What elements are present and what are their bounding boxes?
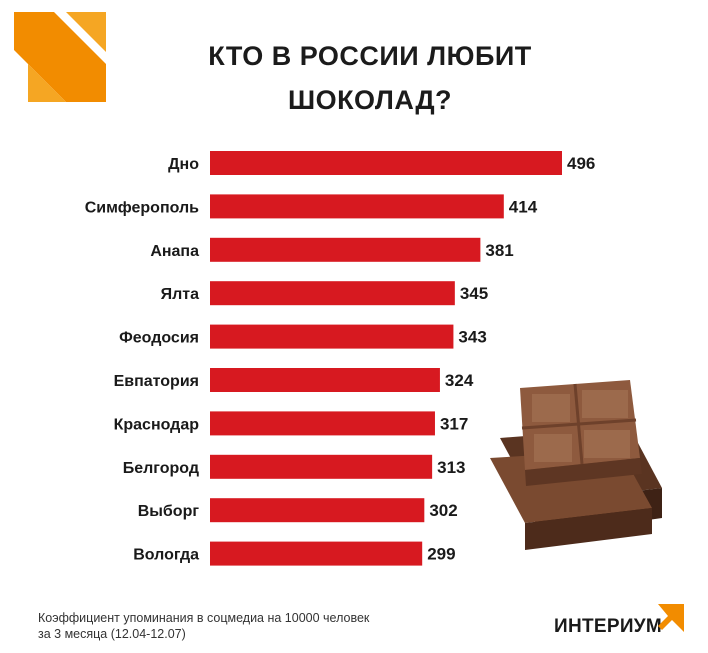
category-label: Ялта	[161, 286, 200, 303]
category-label: Дно	[168, 156, 199, 173]
bar	[210, 368, 440, 392]
orange-arrow-mark-icon	[658, 604, 684, 632]
bar	[210, 454, 433, 479]
bar	[210, 498, 425, 523]
footnote-line-1: Коэффициент упоминания в соцмедиа на 100…	[38, 611, 370, 625]
value-label: 299	[427, 545, 455, 564]
value-label: 324	[445, 371, 474, 390]
title-line-2: ШОКОЛАД?	[287, 85, 453, 115]
value-label: 302	[429, 501, 457, 520]
bar	[210, 194, 504, 219]
value-label: 343	[458, 328, 486, 347]
value-label: 317	[440, 414, 468, 433]
value-label: 414	[509, 197, 538, 216]
chocolate-bar-icon	[490, 380, 662, 550]
bar	[210, 237, 481, 262]
category-label: Выборг	[138, 503, 200, 520]
bar	[210, 411, 435, 436]
bar	[210, 281, 455, 306]
category-label: Феодосия	[119, 330, 199, 347]
footnote: Коэффициент упоминания в соцмедиа на 100…	[38, 610, 458, 642]
value-label: 496	[567, 154, 595, 173]
chart-title: КТО В РОССИИ ЛЮБИТ ШОКОЛАД?	[160, 34, 580, 122]
value-label: 345	[460, 284, 488, 303]
brand-logo: ИНТЕРИУМ	[548, 604, 688, 640]
category-label: Краснодар	[114, 416, 200, 433]
brand-name: ИНТЕРИУМ	[554, 616, 663, 637]
category-label: Вологда	[133, 547, 199, 564]
category-label: Белгород	[123, 460, 199, 477]
category-label: Анапа	[150, 243, 199, 260]
footnote-line-2: за 3 месяца (12.04-12.07)	[38, 627, 186, 641]
title-line-1: КТО В РОССИИ ЛЮБИТ	[208, 41, 532, 71]
orange-arrow-logo-icon	[14, 12, 106, 102]
category-label: Симферополь	[85, 199, 199, 216]
value-label: 313	[437, 458, 465, 477]
bar	[210, 541, 423, 566]
bar	[210, 324, 454, 349]
bar	[210, 151, 562, 175]
category-label: Евпатория	[114, 373, 199, 390]
value-label: 381	[485, 241, 513, 260]
